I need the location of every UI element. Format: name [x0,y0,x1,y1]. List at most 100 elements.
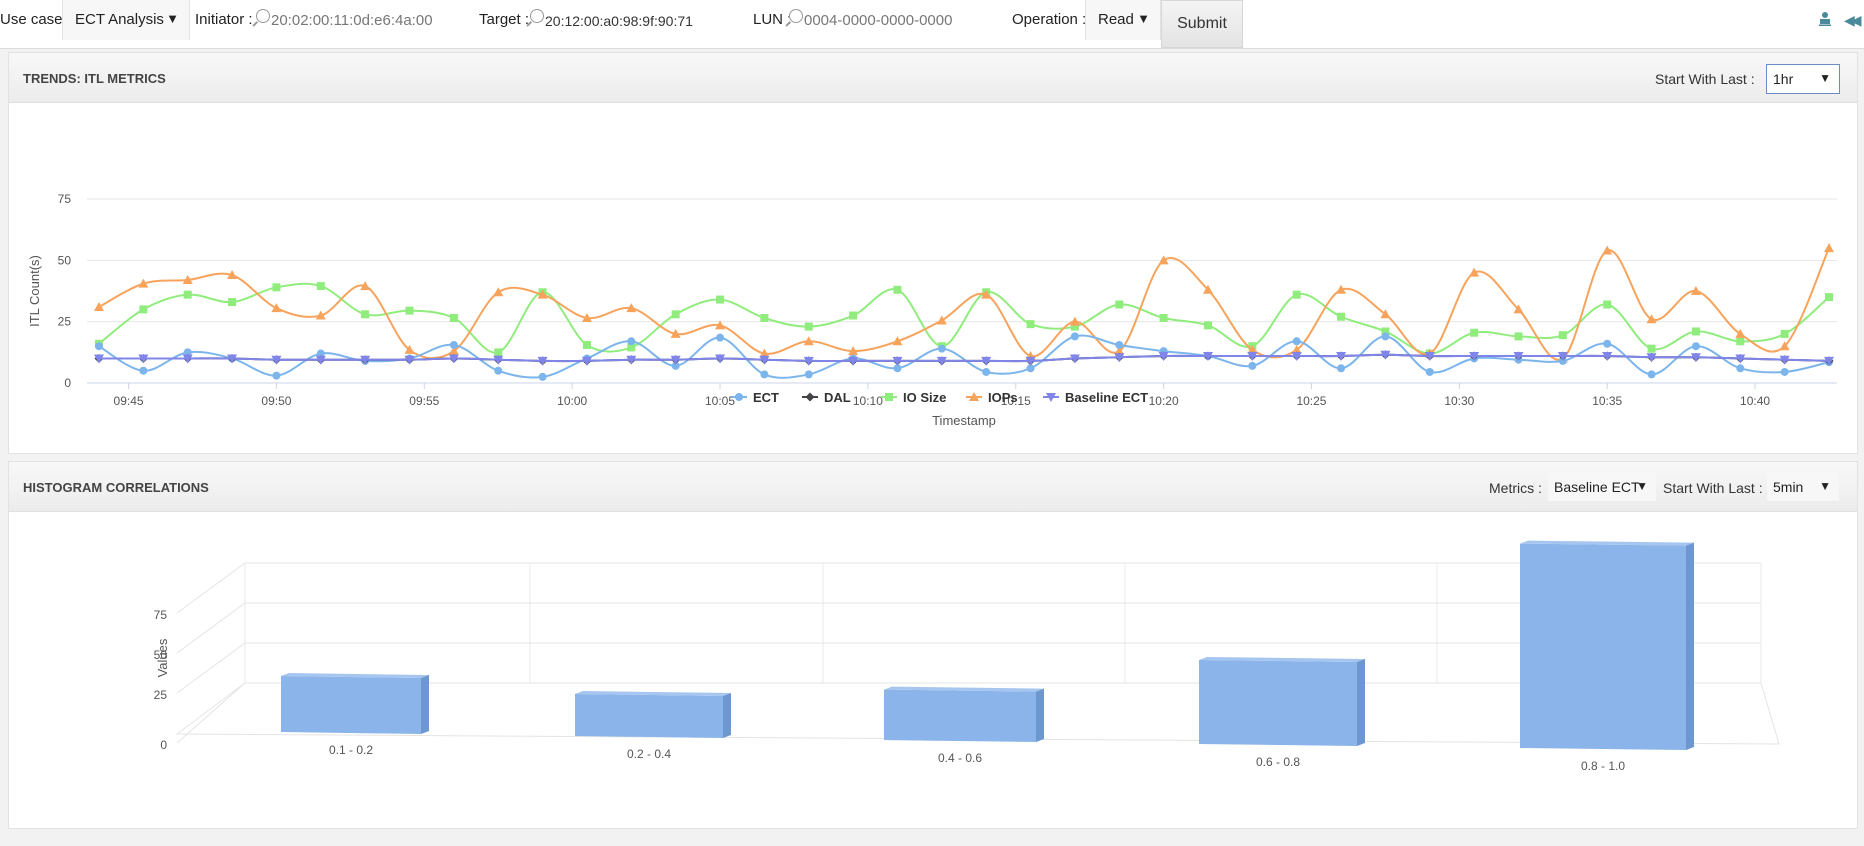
data-point [1690,286,1701,295]
legend-marker [885,393,893,401]
data-point [1735,328,1746,338]
data-point [1381,327,1390,336]
data-point [1114,353,1125,363]
data-point [538,372,547,381]
data-point [1558,331,1567,340]
bar [575,691,731,738]
data-point [804,370,813,379]
data-point [449,313,458,322]
data-point [1779,341,1790,351]
use-case-select[interactable]: ECT Analysis ▼ [62,0,190,40]
data-point [271,303,282,313]
trends-start-label: Start With Last : [1655,71,1755,87]
person-icon[interactable] [1818,11,1832,27]
data-point [981,356,992,366]
y-tick-label: 75 [154,608,168,622]
legend-marker [805,392,815,402]
data-point [272,371,281,380]
data-point [1337,364,1346,373]
bar-top [575,691,731,696]
data-point [936,315,947,325]
data-point [228,298,237,307]
initiator-input[interactable]: 20:02:00:11:0d:e6:4a:00 [271,12,433,29]
trends-title: TRENDS: ITL METRICS [23,71,166,86]
bar-top [1199,657,1365,662]
data-point [1646,353,1657,363]
toolbar: Use case : ECT Analysis ▼ Initiator : 20… [0,0,1864,49]
data-point [804,322,813,331]
histogram-start-select[interactable]: 5min ▼ [1767,473,1839,501]
initiator-label: Initiator : [195,11,253,28]
x-tick-label: 0.6 - 0.8 [1256,755,1300,769]
data-point [1736,364,1745,373]
bar [281,673,429,734]
collapse-icon[interactable]: ◀◀ [1844,12,1861,28]
data-point [449,340,458,349]
data-point [1336,352,1347,362]
x-tick-label: 10:10 [853,394,883,408]
legend-item: IO Size [903,390,946,405]
data-point [138,354,149,364]
data-point [360,281,371,291]
data-point [1514,332,1523,341]
data-point [1646,314,1657,324]
data-point [448,346,459,356]
y-tick-label: 75 [58,192,72,206]
legend-marker [735,393,743,401]
data-point [227,270,238,280]
data-point [1203,321,1212,330]
data-point [892,356,903,366]
data-point [1825,293,1833,302]
data-point [315,355,326,365]
data-point [848,356,859,366]
data-point [1424,352,1435,362]
data-point [1247,352,1258,362]
target-input[interactable]: 20:12:00:a0:98:9f:90:71 [545,13,693,29]
data-point [581,356,592,366]
data-point [1602,245,1613,255]
data-point [1381,332,1390,341]
series-baseline-ect [94,350,1834,366]
data-point [1603,300,1612,309]
chevron-down-icon: ▼ [1819,479,1831,493]
data-point [316,349,325,358]
metrics-label: Metrics : [1489,480,1542,496]
metrics-select[interactable]: Baseline ECT ▼ [1548,473,1656,501]
x-tick-label: 0.2 - 0.4 [627,747,671,761]
operation-select[interactable]: Read ▼ [1085,0,1161,40]
data-point [627,337,636,346]
data-point [1691,342,1700,351]
data-point [494,348,503,357]
data-point [803,336,814,346]
trends-start-select[interactable]: 1hr ▼ [1766,64,1840,94]
data-point [892,336,903,346]
data-point [759,348,770,358]
x-tick-label: 10:40 [1740,394,1770,408]
data-point [716,295,725,304]
data-point [760,370,769,379]
y-tick-label: 50 [154,648,168,662]
chevron-down-icon: ▼ [1137,11,1150,26]
data-point [1026,320,1035,329]
histogram-panel: HISTOGRAM CORRELATIONS Metrics : Baselin… [8,461,1858,829]
data-point [1780,329,1789,338]
data-point [1336,284,1347,294]
data-point [1425,367,1434,376]
data-point [139,305,148,314]
data-point [1202,284,1213,294]
x-tick-label: 0.4 - 0.6 [938,751,982,765]
series-io-size [95,282,1833,358]
data-point [1380,350,1391,360]
data-point [1602,352,1613,362]
bar [884,686,1044,742]
data-point [1292,290,1301,299]
data-point [95,342,103,351]
data-point [1513,304,1524,314]
search-icon [530,9,544,23]
metrics-value: Baseline ECT [1554,479,1640,495]
y-tick-label: 25 [154,688,168,702]
lun-input[interactable]: 0004-0000-0000-0000 [804,12,953,29]
data-point [1469,352,1480,362]
series-line [98,334,1830,379]
submit-button[interactable]: Submit [1161,0,1243,48]
